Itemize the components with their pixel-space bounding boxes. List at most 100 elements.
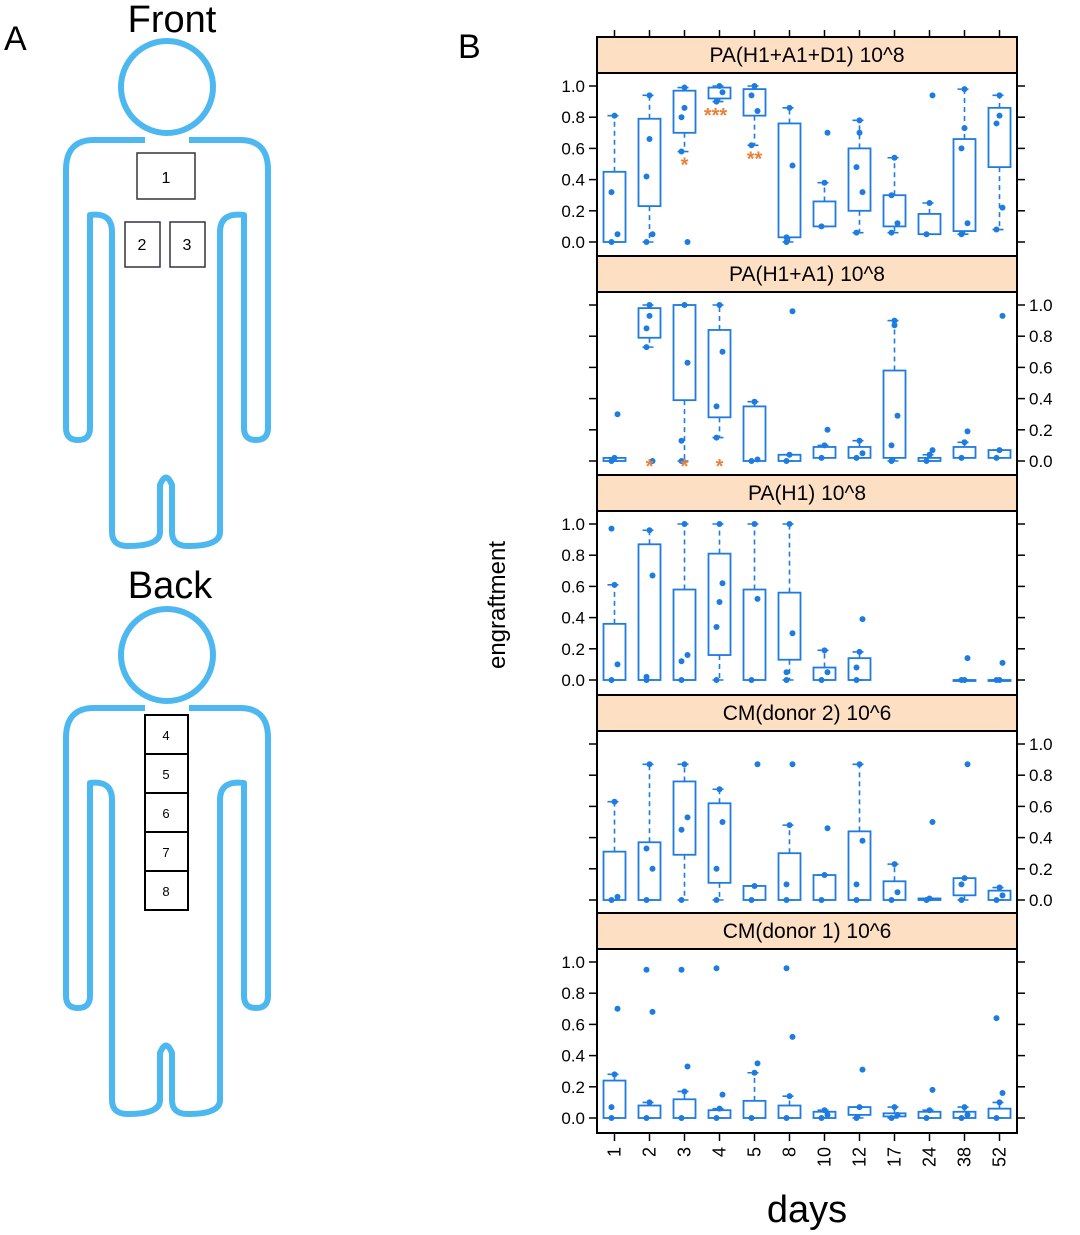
data-point bbox=[751, 882, 758, 889]
data-point bbox=[964, 428, 971, 435]
data-point bbox=[643, 845, 650, 852]
data-point bbox=[818, 223, 825, 230]
box-4 bbox=[707, 965, 732, 1121]
box-52 bbox=[987, 884, 1012, 903]
data-point bbox=[646, 761, 653, 768]
data-point bbox=[999, 1090, 1006, 1097]
data-point bbox=[783, 677, 790, 683]
data-point bbox=[891, 1104, 898, 1111]
panel-b: B engraftment days PA(H1+A1+D1) 10^8 0.0 0… bbox=[458, 28, 1053, 1231]
data-point bbox=[783, 458, 790, 464]
data-point bbox=[856, 761, 863, 768]
x-tick-label: 10 bbox=[815, 1147, 835, 1167]
data-point bbox=[678, 437, 685, 444]
data-point bbox=[646, 136, 653, 143]
box-3: * bbox=[672, 302, 697, 478]
x-tick-label: 8 bbox=[780, 1147, 800, 1157]
significance-marker: * bbox=[646, 456, 654, 478]
data-point bbox=[678, 114, 685, 121]
data-point bbox=[678, 966, 685, 973]
data-point bbox=[923, 1115, 930, 1121]
strip-header bbox=[596, 36, 1018, 74]
strip-header bbox=[596, 694, 1018, 732]
data-point bbox=[614, 411, 621, 418]
y-tick-label: 0.4 bbox=[561, 1047, 585, 1066]
box-17 bbox=[882, 317, 907, 464]
facet-panel: PA(H1+A1+D1) 10^80.00.20.40.60.81.0*****… bbox=[561, 36, 1025, 258]
box-24 bbox=[917, 1086, 942, 1121]
data-point bbox=[713, 865, 720, 872]
data-point bbox=[608, 189, 615, 196]
box-body bbox=[847, 147, 872, 212]
box-body bbox=[672, 89, 697, 134]
x-tick-label: 12 bbox=[850, 1147, 870, 1167]
data-point bbox=[754, 595, 761, 602]
y-tick-label: 0.2 bbox=[561, 202, 585, 221]
data-point bbox=[821, 179, 828, 186]
data-point bbox=[716, 599, 723, 605]
front-title: Front bbox=[128, 0, 217, 41]
data-point bbox=[961, 875, 968, 882]
y-axis-label: engraftment bbox=[484, 541, 511, 669]
facet-panel: CM(donor 2) 10^6 0.0 0.2 0.4 0.6 0.8 1.0 bbox=[589, 694, 1053, 916]
data-point bbox=[786, 1093, 793, 1100]
data-point bbox=[964, 220, 971, 227]
data-point bbox=[684, 814, 691, 821]
back-site-7: 7 bbox=[144, 831, 189, 872]
box-38 bbox=[952, 86, 977, 238]
box-body bbox=[882, 369, 907, 459]
box-body bbox=[707, 329, 732, 419]
data-point bbox=[751, 398, 758, 405]
data-point bbox=[608, 1115, 615, 1121]
data-point bbox=[789, 761, 796, 768]
box-24 bbox=[917, 447, 942, 464]
y-tick-label: 0.8 bbox=[1029, 327, 1053, 346]
facet-panel: PA(H1+A1) 10^8 0.0 0.2 0.4 0.6 0.8 1.0 * * * bbox=[589, 255, 1053, 478]
box-8 bbox=[777, 965, 802, 1121]
data-point bbox=[751, 1069, 758, 1076]
box-3: * bbox=[672, 84, 697, 245]
box-3 bbox=[672, 521, 697, 683]
data-point bbox=[993, 1115, 1000, 1121]
data-point bbox=[646, 1099, 653, 1106]
box-2 bbox=[637, 92, 662, 245]
data-point bbox=[859, 189, 866, 196]
data-point bbox=[824, 825, 831, 832]
box-12 bbox=[847, 1066, 872, 1121]
data-point bbox=[646, 92, 653, 99]
data-point bbox=[856, 1104, 863, 1111]
data-point bbox=[681, 1088, 688, 1095]
y-tick-label: 0.0 bbox=[1029, 452, 1053, 471]
box-52 bbox=[987, 92, 1012, 233]
data-point bbox=[853, 1115, 860, 1121]
plot-frame bbox=[596, 730, 1018, 916]
data-point bbox=[856, 648, 863, 655]
data-point bbox=[926, 895, 933, 902]
data-point bbox=[783, 234, 790, 241]
data-point bbox=[859, 616, 866, 623]
y-tick-label: 0.6 bbox=[1029, 797, 1053, 816]
data-point bbox=[681, 84, 688, 91]
data-point bbox=[993, 897, 1000, 903]
data-point bbox=[853, 164, 860, 171]
box-12 bbox=[847, 117, 872, 236]
plot-frame bbox=[596, 948, 1018, 1134]
data-point bbox=[751, 83, 758, 89]
data-point bbox=[649, 572, 656, 579]
y-tick-label: 0.4 bbox=[1029, 390, 1053, 409]
data-point bbox=[894, 889, 901, 896]
data-point bbox=[993, 226, 1000, 233]
box-12 bbox=[847, 616, 872, 683]
y-tick-label: 0.2 bbox=[1029, 860, 1053, 879]
data-point bbox=[646, 527, 653, 534]
y-tick-label: 0.2 bbox=[561, 640, 585, 659]
data-point bbox=[754, 107, 761, 114]
x-tick-label: 3 bbox=[675, 1147, 695, 1157]
facet-panel: PA(H1) 10^8 0.0 0.2 0.4 0.6 0.8 1.0 bbox=[561, 474, 1025, 696]
data-point bbox=[996, 112, 1003, 119]
x-tick-label: 24 bbox=[920, 1147, 940, 1167]
strip-header bbox=[596, 912, 1018, 950]
data-point bbox=[678, 677, 685, 683]
data-point bbox=[894, 1111, 901, 1118]
